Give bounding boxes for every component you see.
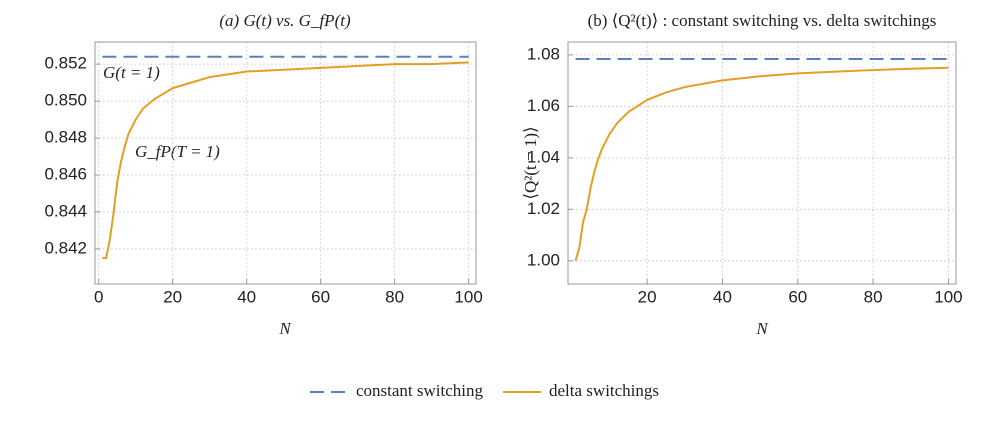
- annotation: G(t = 1): [103, 63, 160, 82]
- x-axis-label: N: [755, 319, 769, 338]
- y-tick-label: 0.848: [44, 128, 87, 147]
- x-tick-label: 100: [934, 287, 962, 306]
- y-axis-label: ⟨Q²(t = 1)⟩: [521, 126, 540, 199]
- chart-title: (a) G(t) vs. G_fP(t): [219, 11, 351, 30]
- legend-label: delta switchings: [549, 381, 659, 400]
- y-tick-label: 1.00: [527, 250, 560, 269]
- x-tick-label: 20: [638, 287, 657, 306]
- plot-frame: [567, 41, 957, 285]
- x-tick-label: 80: [864, 287, 883, 306]
- y-tick-label: 0.844: [44, 201, 87, 220]
- x-tick-label: 60: [788, 287, 807, 306]
- line-series: [574, 66, 949, 262]
- x-tick-label: 20: [163, 287, 182, 306]
- y-tick-label: 1.04: [527, 147, 560, 166]
- x-tick-label: 100: [454, 287, 482, 306]
- y-tick-label: 1.08: [527, 44, 560, 63]
- annotation: G_fP(T = 1): [135, 142, 220, 161]
- plot-frame: [94, 41, 477, 285]
- y-tick-label: 0.846: [44, 164, 87, 183]
- y-tick-label: 0.842: [44, 238, 87, 257]
- x-tick-label: 0: [94, 287, 103, 306]
- y-tick-label: 0.850: [44, 91, 87, 110]
- y-tick-label: 1.02: [527, 199, 560, 218]
- x-tick-label: 60: [311, 287, 330, 306]
- legend-label: constant switching: [356, 381, 484, 400]
- chart-title: (b) ⟨Q²(t)⟩ : constant switching vs. del…: [588, 11, 937, 30]
- x-tick-label: 40: [713, 287, 732, 306]
- line-series: [102, 61, 469, 260]
- x-axis-label: N: [278, 319, 292, 338]
- x-tick-label: 40: [237, 287, 256, 306]
- x-tick-label: 80: [385, 287, 404, 306]
- y-tick-label: 0.852: [44, 54, 87, 73]
- y-tick-label: 1.06: [527, 96, 560, 115]
